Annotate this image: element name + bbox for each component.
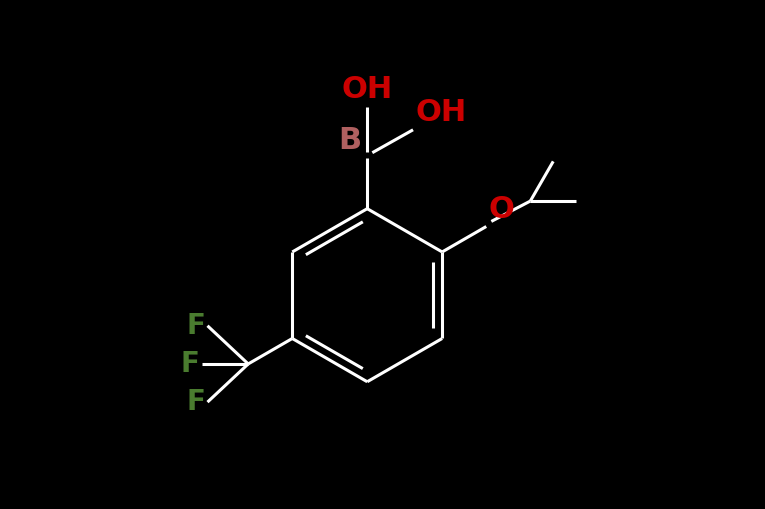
Text: F: F <box>181 350 200 378</box>
Text: F: F <box>186 312 205 340</box>
Text: O: O <box>489 195 515 224</box>
Text: F: F <box>186 388 205 416</box>
Text: OH: OH <box>415 98 467 127</box>
Text: OH: OH <box>342 75 393 104</box>
Text: B: B <box>338 126 361 155</box>
